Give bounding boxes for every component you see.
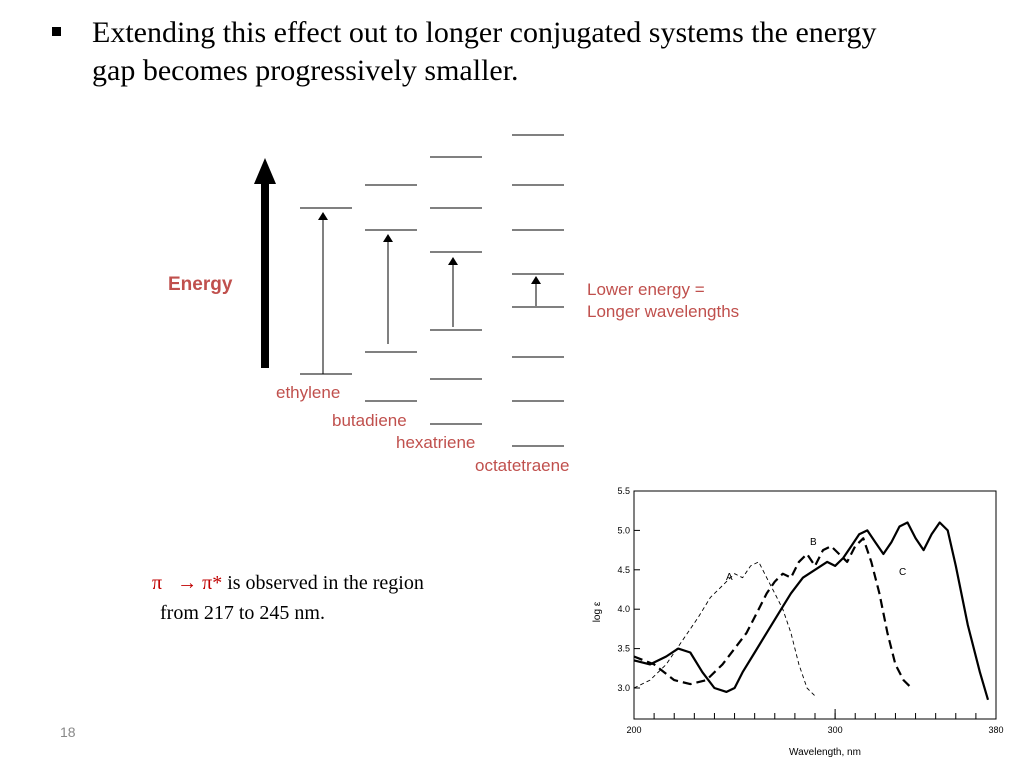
x-tick-label: 300 — [828, 725, 843, 735]
ethylene-levels — [300, 207, 352, 375]
pi-note-rest: is observed in the region — [222, 572, 424, 594]
energy-axis-arrow — [254, 158, 276, 368]
butadiene-levels — [365, 184, 417, 402]
square-bullet-icon — [52, 27, 61, 36]
octatetraene-label: octatetraene — [475, 456, 570, 475]
lower-energy-note: Lower energy = — [587, 280, 705, 299]
hexatriene-levels — [430, 156, 482, 425]
butadiene-label: butadiene — [332, 411, 407, 430]
page-number: 18 — [60, 724, 76, 740]
energy-label: Energy — [168, 274, 233, 295]
series-a-line — [633, 561, 816, 697]
x-tick-label: 380 — [988, 725, 1003, 735]
pi-star-symbol: π* — [202, 572, 223, 594]
hexatriene-label: hexatriene — [396, 433, 475, 452]
y-tick-label: 3.5 — [617, 644, 630, 654]
pi-note-line2: from 217 to 245 nm. — [160, 602, 325, 624]
series-b-label: B — [810, 537, 817, 548]
y-tick-label: 5.0 — [617, 525, 630, 535]
series-c-line — [633, 521, 990, 701]
pi-symbol: π — [152, 572, 163, 594]
octatetraene-levels — [512, 134, 564, 447]
y-tick-label: 3.0 — [617, 683, 630, 693]
y-tick-label: 5.5 — [617, 486, 630, 496]
bullet-text: Extending this effect out to longer conj… — [92, 16, 877, 87]
x-tick-label: 200 — [626, 725, 641, 735]
ethylene-label: ethylene — [276, 383, 340, 402]
longer-wavelength-note: Longer wavelengths — [587, 302, 739, 321]
right-arrow-icon: → — [167, 572, 203, 594]
series-c-label: C — [899, 567, 906, 578]
pi-transition-note: π → π* is observed in the region from 21… — [152, 568, 532, 628]
y-tick-label: 4.5 — [617, 565, 630, 575]
series-b-line — [633, 537, 913, 689]
y-tick-label: 4.0 — [617, 604, 630, 614]
y-axis-label: log ε — [592, 601, 603, 622]
series-a-label: A — [726, 572, 733, 583]
x-axis-label: Wavelength, nm — [789, 747, 861, 758]
pi-note-line1: π → π* is observed in the region — [152, 568, 532, 598]
